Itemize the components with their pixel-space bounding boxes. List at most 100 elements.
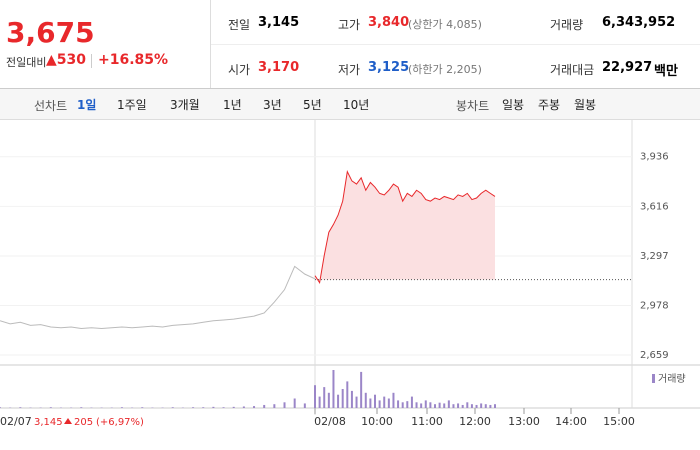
header	[0, 0, 700, 89]
volume-bar	[327, 392, 330, 408]
volume-bar	[424, 400, 427, 408]
y-tick-label: 2,978	[640, 301, 669, 312]
volume-bar	[364, 392, 367, 408]
legend-swatch	[652, 374, 655, 383]
x-tick-label: 02/08	[314, 415, 346, 428]
prev-line	[0, 265, 316, 330]
volume-bar	[494, 404, 496, 408]
close-area	[315, 171, 495, 283]
x-tick-label: 15:00	[603, 415, 635, 428]
tab[interactable]: 주봉	[538, 98, 561, 112]
tab[interactable]: 3개월	[170, 98, 200, 112]
stat-value: 22,927	[602, 60, 653, 75]
tab[interactable]: 10년	[343, 98, 370, 112]
stat-note: (하한가 2,205)	[408, 63, 482, 76]
tab-bar	[0, 89, 700, 120]
volume-bar	[202, 407, 205, 408]
stat-label: 고가	[338, 18, 361, 32]
stat-value: 3,125	[368, 60, 410, 75]
volume-bar	[323, 387, 326, 408]
y-tick-label: 3,936	[640, 152, 669, 163]
volume-bar	[383, 396, 386, 408]
volume-bar	[314, 385, 316, 408]
volume-bar	[392, 392, 395, 408]
footer-date: 02/07	[0, 415, 32, 428]
volume-bar	[355, 396, 358, 408]
tab[interactable]: 3년	[263, 98, 282, 112]
volume-bar	[406, 401, 409, 408]
change-rate: +16.85%	[98, 52, 169, 68]
volume-bar	[341, 389, 344, 408]
volume-bar	[452, 404, 455, 408]
change: ▲530	[46, 52, 87, 68]
volume-bar	[212, 406, 215, 408]
volume-bar	[397, 400, 400, 408]
divider	[211, 44, 700, 45]
volume-bar	[466, 402, 469, 408]
x-tick-label: 11:00	[411, 415, 443, 428]
x-tick-label: 13:00	[508, 415, 540, 428]
change-label: 전일대비	[6, 56, 47, 69]
footer-close: 3,145	[34, 417, 63, 428]
y-tick-label: 2,659	[640, 350, 669, 361]
volume-bar	[434, 404, 436, 408]
volume-bar	[242, 406, 245, 408]
divider	[210, 0, 211, 88]
tab[interactable]: 1일	[77, 98, 97, 112]
stat-label: 저가	[338, 63, 361, 77]
legend-label: 거래량	[658, 373, 686, 385]
volume-bar	[401, 402, 404, 408]
volume-bar	[141, 407, 144, 408]
y-tick-label: 3,297	[640, 251, 669, 262]
tab[interactable]: 5년	[303, 98, 322, 112]
stat-note: (상한가 4,085)	[408, 18, 482, 31]
volume-bar	[369, 398, 372, 408]
volume-bar	[192, 407, 195, 408]
volume-bar	[461, 404, 464, 408]
volume-bar	[438, 402, 441, 408]
volume-bar	[232, 406, 235, 408]
volume-bar	[346, 381, 349, 408]
volume-bar	[171, 407, 174, 408]
tab[interactable]: 일봉	[502, 98, 525, 112]
price: 3,675	[6, 16, 95, 49]
volume-bar	[470, 404, 473, 408]
tab[interactable]: 1주일	[117, 98, 147, 112]
x-tick-label: 14:00	[555, 415, 587, 428]
stat-value: 3,145	[258, 15, 300, 30]
stat-value: 3,170	[258, 60, 300, 75]
volume-bar	[420, 403, 423, 408]
volume-bar	[263, 404, 266, 408]
volume-bar	[318, 396, 321, 408]
stat-label: 전일	[228, 18, 251, 32]
stat-value: 6,343,952	[602, 15, 676, 30]
volume-bar	[273, 404, 276, 408]
tab[interactable]: 1년	[223, 98, 242, 112]
volume-bar	[475, 404, 478, 408]
volume-bar	[120, 407, 123, 408]
footer-rate: (+6,97%)	[96, 417, 144, 428]
tab[interactable]: 월봉	[574, 98, 597, 112]
volume-bar	[337, 394, 340, 408]
volume-bar	[457, 403, 460, 408]
volume-bar	[293, 398, 296, 408]
volume-bar	[484, 404, 487, 408]
volume-bar	[350, 390, 353, 408]
stat-value: 3,840	[368, 15, 410, 30]
change-value: 530	[56, 52, 87, 68]
volume-bar	[374, 394, 376, 408]
volume-bar	[283, 402, 286, 408]
stat-label: 거래대금	[550, 63, 595, 77]
volume-bar	[387, 398, 390, 408]
footer-change: 205	[74, 417, 93, 428]
volume-bar	[360, 371, 363, 408]
y-tick-label: 3,616	[640, 201, 669, 212]
volume-bar	[303, 403, 306, 408]
price-line	[314, 169, 496, 285]
volume-bar	[222, 407, 225, 408]
volume-bar	[415, 402, 418, 408]
x-tick-label: 10:00	[361, 415, 393, 428]
volume-bar	[410, 396, 413, 408]
stat-unit: 백만	[654, 64, 678, 79]
